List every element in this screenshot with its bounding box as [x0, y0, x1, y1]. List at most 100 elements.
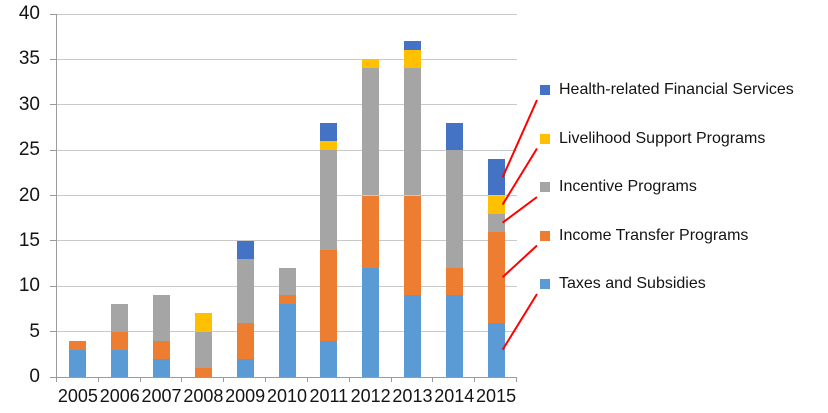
legend-item-livelihood-support-programs: Livelihood Support Programs [540, 129, 765, 149]
y-axis-tick [50, 13, 57, 15]
legend-swatch-icon [540, 133, 550, 144]
bar-segment-2015 [487, 322, 505, 377]
bar-segment-2015 [487, 159, 505, 196]
bar-segment-2014 [445, 122, 463, 151]
y-axis-tick-label: 15 [18, 229, 40, 251]
y-axis-tick-label: 10 [18, 275, 40, 297]
x-axis-tick [432, 377, 434, 382]
bar-segment-2015 [487, 195, 505, 214]
x-axis-tick [265, 377, 267, 382]
gridline [57, 104, 517, 106]
legend-swatch-icon [540, 230, 550, 241]
x-axis-line [56, 377, 517, 378]
bar-segment-2014 [445, 268, 463, 296]
x-axis-tick [348, 377, 350, 382]
x-axis-tick [306, 377, 308, 382]
x-axis-tick-label: 2013 [392, 386, 433, 406]
bar-segment-2012 [362, 195, 380, 269]
bar-segment-2010 [278, 268, 296, 296]
bar-segment-2007 [153, 340, 171, 359]
bar-segment-2013 [403, 68, 421, 196]
legend-label: Incentive Programs [559, 178, 697, 195]
legend-label: Livelihood Support Programs [559, 129, 766, 147]
x-axis-tick-label: 2011 [309, 386, 349, 406]
legend-label: Income Transfer Programs [559, 226, 749, 244]
y-axis-tick [50, 149, 57, 151]
bar-segment-2010 [278, 304, 296, 377]
bar-segment-2008 [194, 367, 212, 377]
legend-label: Taxes and Subsidies [559, 275, 706, 292]
bar-segment-2006 [111, 331, 129, 350]
x-axis-tick-label: 2007 [141, 386, 182, 406]
x-axis-tick-label: 2008 [183, 386, 224, 406]
y-axis-tick [50, 195, 57, 196]
legend-swatch-icon [540, 279, 550, 289]
x-axis-tick-label: 2009 [225, 386, 266, 406]
x-axis-tick [181, 377, 183, 382]
y-axis-tick [50, 331, 57, 333]
x-axis-tick [97, 377, 99, 382]
bar-segment-2006 [111, 304, 129, 332]
x-axis-tick [223, 377, 225, 382]
bar-segment-2005 [69, 349, 87, 377]
y-axis-tick [50, 104, 57, 106]
x-axis-tick [139, 377, 141, 382]
bar-segment-2013 [403, 50, 421, 69]
legend-swatch-icon [540, 182, 550, 192]
x-axis-tick [516, 377, 517, 382]
bar-segment-2005 [69, 340, 87, 350]
bar-segment-2014 [445, 150, 463, 269]
y-axis-tick [50, 376, 57, 378]
x-axis-tick-label: 2014 [434, 386, 475, 406]
bar-segment-2011 [320, 340, 338, 377]
y-axis-tick-label: 5 [29, 320, 40, 342]
bar-segment-2011 [320, 122, 338, 142]
legend-item-taxes-and-subsidies: Taxes and Subsidies [540, 274, 706, 294]
bar-segment-2012 [362, 268, 380, 377]
legend-item-incentive-programs: Incentive Programs [540, 177, 697, 197]
gridline [57, 195, 517, 196]
legend-item-income-transfer-programs: Income Transfer Programs [540, 226, 748, 246]
y-axis-tick [50, 58, 57, 60]
bar-segment-2015 [487, 213, 505, 232]
bar-segment-2013 [403, 41, 421, 51]
bar-segment-2013 [403, 295, 421, 377]
y-axis-tick [50, 285, 57, 287]
bar-segment-2007 [153, 295, 171, 341]
bar-segment-2012 [362, 68, 380, 196]
y-axis-tick-label: 0 [29, 366, 40, 387]
bar-segment-2011 [320, 141, 338, 151]
legend-label: Health-related Financial Services [559, 81, 794, 98]
y-axis-tick-label: 20 [18, 184, 40, 206]
bar-segment-2011 [320, 249, 338, 341]
gridline [57, 58, 517, 60]
bar-segment-2015 [487, 231, 505, 323]
gridline [57, 240, 517, 242]
bar-segment-2006 [111, 349, 129, 377]
bar-segment-2007 [153, 358, 171, 377]
legend-item-health-related-financial-services: Health-related Financial Services [540, 80, 794, 100]
y-axis-tick-label: 25 [18, 139, 40, 161]
y-axis-tick [50, 240, 57, 242]
bar-segment-2009 [236, 322, 254, 359]
bar-segment-2009 [236, 259, 254, 323]
bar-segment-2013 [403, 195, 421, 296]
gridline [57, 13, 517, 15]
x-axis-tick-label: 2005 [57, 386, 98, 406]
x-axis-tick [56, 377, 57, 382]
x-axis-tick-label: 2012 [350, 386, 391, 406]
bar-segment-2012 [362, 59, 380, 69]
bar-segment-2008 [194, 331, 212, 368]
bar-segment-2014 [445, 295, 463, 377]
bar-segment-2011 [320, 150, 338, 250]
x-axis-tick [390, 377, 392, 382]
y-axis-tick-label: 35 [18, 48, 40, 70]
y-axis-tick-label: 40 [18, 3, 40, 24]
x-axis-tick-label: 2015 [476, 386, 517, 406]
y-axis-line [56, 14, 57, 378]
bar-segment-2010 [278, 295, 296, 305]
bar-segment-2009 [236, 358, 254, 377]
x-axis-tick-label: 2006 [99, 386, 140, 406]
